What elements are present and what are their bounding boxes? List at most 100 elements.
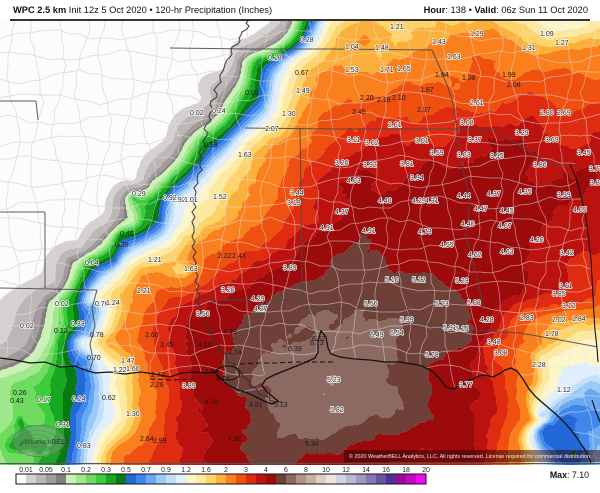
svg-text:2.72: 2.72 (151, 372, 165, 379)
svg-text:4.46: 4.46 (378, 198, 392, 205)
svg-text:1.71: 1.71 (380, 67, 394, 74)
svg-text:4.37: 4.37 (487, 191, 501, 198)
svg-text:5.78: 5.78 (425, 352, 439, 359)
svg-text:0.33: 0.33 (71, 321, 85, 328)
svg-text:6.52: 6.52 (312, 336, 326, 343)
svg-text:0.67: 0.67 (295, 70, 309, 77)
svg-text:3.48: 3.48 (487, 339, 501, 346)
svg-text:0.05: 0.05 (39, 467, 53, 474)
svg-text:4.63: 4.63 (205, 369, 219, 376)
svg-text:3.92: 3.92 (363, 162, 377, 169)
svg-text:3.56: 3.56 (196, 311, 210, 318)
svg-text:1.78: 1.78 (545, 331, 559, 338)
svg-text:5.15: 5.15 (455, 326, 469, 333)
svg-text:6: 6 (284, 467, 288, 474)
svg-text:1.30: 1.30 (282, 111, 296, 118)
svg-text:4.29: 4.29 (251, 296, 265, 303)
svg-text:1.65: 1.65 (397, 66, 411, 73)
svg-text:3: 3 (244, 467, 248, 474)
svg-text:4.92: 4.92 (228, 436, 242, 443)
svg-text:3.08: 3.08 (460, 120, 474, 127)
svg-text:4.81: 4.81 (249, 402, 263, 409)
svg-text:0.09: 0.09 (245, 90, 259, 97)
svg-text:3.26: 3.26 (335, 160, 349, 167)
svg-text:14: 14 (362, 467, 370, 474)
svg-text:© 2020 WeatherBELL Analytics,: © 2020 WeatherBELL Analytics, LLC. All r… (349, 453, 591, 460)
svg-text:4.29: 4.29 (412, 198, 426, 205)
svg-text:4.31: 4.31 (425, 198, 439, 205)
svg-text:0.43: 0.43 (10, 398, 24, 405)
svg-text:3.12: 3.12 (562, 303, 576, 310)
svg-text:0.24: 0.24 (212, 108, 226, 115)
svg-text:4: 4 (264, 467, 268, 474)
svg-text:3.37: 3.37 (468, 137, 482, 144)
svg-text:2.99: 2.99 (153, 438, 167, 445)
svg-text:1.21: 1.21 (390, 24, 404, 31)
svg-text:1.01: 1.01 (184, 197, 198, 204)
svg-text:3.08: 3.08 (494, 350, 508, 357)
svg-text:1.98: 1.98 (462, 75, 476, 82)
svg-text:0.78: 0.78 (90, 332, 104, 339)
svg-text:3.02: 3.02 (365, 140, 379, 147)
svg-text:2.28: 2.28 (532, 362, 546, 369)
svg-text:4.74: 4.74 (216, 376, 230, 383)
svg-text:2.64: 2.64 (140, 436, 154, 443)
svg-text:0.18: 0.18 (268, 55, 282, 62)
svg-text:0.92: 0.92 (163, 195, 177, 202)
svg-text:0.01: 0.01 (19, 467, 33, 474)
svg-text:0.2: 0.2 (81, 467, 91, 474)
svg-text:5.23: 5.23 (327, 377, 341, 384)
svg-text:4.16: 4.16 (198, 342, 212, 349)
svg-text:2.22: 2.22 (218, 253, 232, 260)
svg-text:4.05: 4.05 (573, 207, 587, 214)
svg-text:4.45: 4.45 (500, 208, 514, 215)
svg-text:0.02: 0.02 (55, 301, 69, 308)
svg-text:2.61: 2.61 (388, 122, 402, 129)
svg-text:20: 20 (422, 467, 430, 474)
svg-text:3.45: 3.45 (577, 150, 591, 157)
svg-text:4.91: 4.91 (362, 228, 376, 235)
svg-text:4.74: 4.74 (228, 350, 242, 357)
svg-text:4.03: 4.03 (347, 178, 361, 185)
svg-text:1.99: 1.99 (502, 72, 516, 79)
svg-text:0.1: 0.1 (61, 467, 71, 474)
svg-text:0.02: 0.02 (190, 110, 204, 117)
svg-text:4.40: 4.40 (461, 221, 475, 228)
svg-text:4.63: 4.63 (500, 249, 514, 256)
svg-text:5.34: 5.34 (305, 441, 319, 448)
svg-text:4.28: 4.28 (480, 317, 494, 324)
svg-text:0.26: 0.26 (13, 390, 27, 397)
svg-text:1.49: 1.49 (296, 88, 310, 95)
svg-text:2: 2 (224, 467, 228, 474)
svg-text:0.29: 0.29 (132, 191, 146, 198)
svg-text:0.28: 0.28 (300, 37, 314, 44)
svg-text:18: 18 (402, 467, 410, 474)
svg-text:3.11: 3.11 (347, 137, 360, 144)
svg-text:1.63: 1.63 (184, 266, 198, 273)
svg-text:3.95: 3.95 (490, 153, 504, 160)
svg-text:4.27: 4.27 (254, 306, 268, 313)
svg-text:1.63: 1.63 (238, 152, 252, 159)
svg-text:4.35: 4.35 (518, 189, 532, 196)
svg-text:0.9: 0.9 (161, 467, 171, 474)
svg-text:3.45: 3.45 (160, 342, 174, 349)
svg-text:2.61: 2.61 (470, 100, 484, 107)
svg-text:3.89: 3.89 (283, 265, 297, 272)
svg-text:0.7: 0.7 (141, 467, 151, 474)
svg-text:0.12: 0.12 (54, 328, 68, 335)
svg-text:3.99: 3.99 (557, 192, 571, 199)
svg-text:4.73: 4.73 (418, 229, 432, 236)
svg-text:2.02: 2.02 (552, 317, 566, 324)
svg-text:1.6: 1.6 (201, 467, 211, 474)
svg-text:5.82: 5.82 (330, 407, 344, 414)
svg-text:5.99: 5.99 (400, 317, 414, 324)
svg-text:6.73: 6.73 (310, 340, 324, 347)
svg-text:5.23: 5.23 (455, 278, 469, 285)
svg-text:1.09: 1.09 (540, 31, 554, 38)
svg-text:3.29: 3.29 (515, 130, 529, 137)
svg-text:3.63: 3.63 (457, 152, 471, 159)
svg-text:1.22: 1.22 (113, 367, 127, 374)
svg-text:2.83: 2.83 (520, 315, 534, 322)
svg-text:16: 16 (382, 467, 390, 474)
svg-text:6.39: 6.39 (288, 346, 302, 353)
